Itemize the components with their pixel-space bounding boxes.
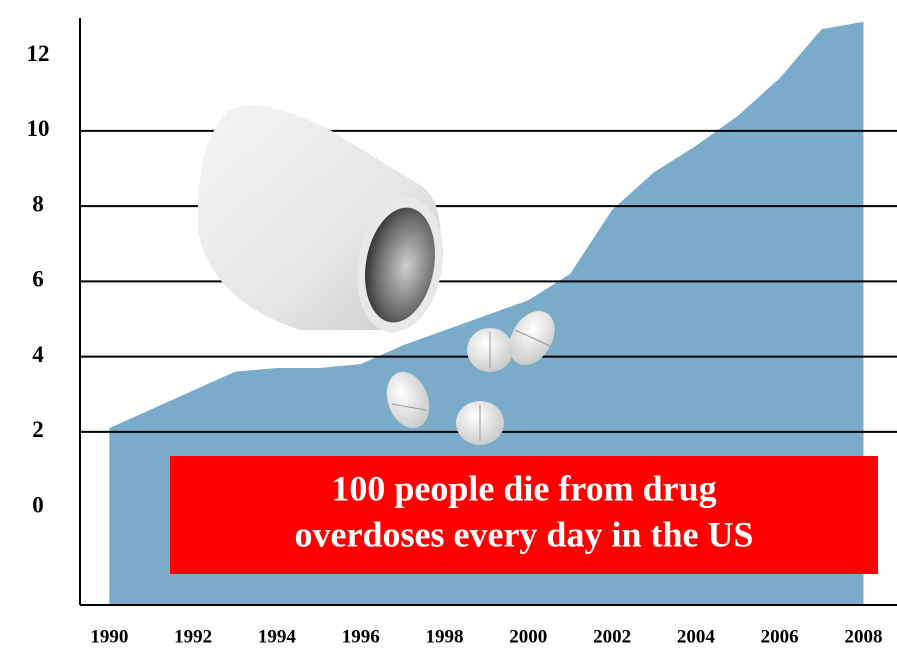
x-tick-label: 2000: [509, 626, 547, 647]
x-tick-label: 2006: [761, 626, 799, 647]
annotation: 100 people die from drug: [331, 468, 716, 508]
y-tick-label: 10: [27, 116, 50, 141]
x-tick-label: 1996: [342, 626, 380, 647]
pills: [386, 310, 555, 445]
pill-bottle: [197, 105, 444, 333]
y-tick-label: 6: [32, 267, 44, 292]
x-tick-label: 1990: [90, 626, 128, 647]
x-tick-label: 1994: [258, 626, 297, 647]
y-tick-label: 0: [32, 492, 44, 517]
y-tick-label: 12: [27, 41, 50, 66]
x-tick-label: 1992: [174, 626, 212, 647]
y-tick-label: 2: [32, 417, 44, 442]
x-tick-label: 2004: [677, 626, 716, 647]
x-tick-label: 2002: [593, 626, 631, 647]
x-tick-label: 1998: [426, 626, 464, 647]
annotation: overdoses every day in the US: [295, 514, 754, 554]
x-tick-label: 2008: [844, 626, 882, 647]
overlay: 100 people die from drug overdoses every …: [170, 456, 878, 574]
annotation-box: [170, 456, 878, 574]
y-tick-label: 4: [32, 342, 44, 367]
y-tick-label: 8: [32, 191, 44, 216]
